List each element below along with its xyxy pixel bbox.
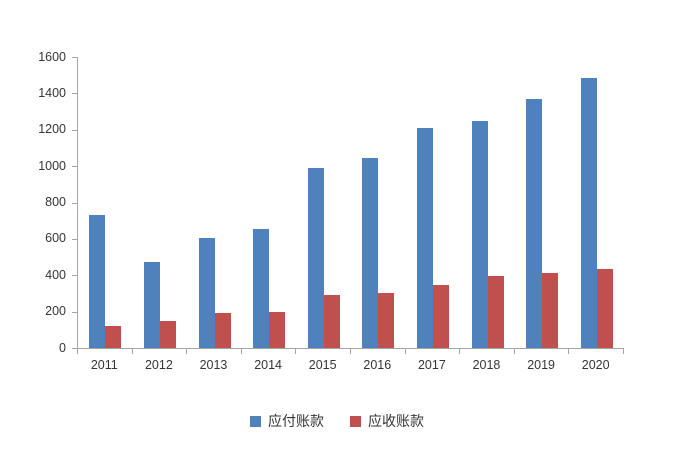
bar-应收账款-2017 bbox=[432, 285, 449, 348]
bar-应付账款-2013 bbox=[198, 237, 215, 348]
legend-swatch-blue-icon bbox=[250, 415, 261, 427]
bar-应收账款-2015 bbox=[323, 295, 340, 348]
y-axis-tick bbox=[72, 93, 77, 95]
plot-area bbox=[77, 57, 624, 349]
y-axis-tick-label: 1000 bbox=[38, 158, 66, 173]
legend-label-receivable: 应收账款 bbox=[368, 413, 424, 429]
bar-应付账款-2018 bbox=[471, 120, 488, 348]
y-axis-tick-label: 0 bbox=[59, 340, 66, 355]
y-axis-tick-label: 400 bbox=[45, 267, 66, 282]
x-axis-tick bbox=[240, 349, 242, 354]
y-axis-tick-label: 1400 bbox=[38, 85, 66, 100]
bar-应付账款-2016 bbox=[362, 157, 379, 348]
y-axis-tick bbox=[72, 129, 77, 131]
y-axis-tick bbox=[72, 238, 77, 240]
x-axis-tick bbox=[404, 349, 406, 354]
x-axis-tick bbox=[295, 349, 297, 354]
legend-item-receivable: 应收账款 bbox=[350, 411, 424, 431]
x-axis-tick bbox=[623, 349, 624, 354]
bar-应收账款-2014 bbox=[269, 311, 286, 348]
x-axis-label-2015: 2015 bbox=[308, 358, 337, 372]
bar-应付账款-2015 bbox=[307, 167, 324, 348]
legend: 应付账款 应收账款 bbox=[0, 411, 674, 431]
y-axis-tick-label: 1600 bbox=[38, 49, 66, 64]
bar-应付账款-2012 bbox=[143, 261, 160, 348]
bar-应收账款-2013 bbox=[214, 313, 231, 348]
x-axis-label-2020: 2020 bbox=[581, 358, 610, 372]
bar-应付账款-2020 bbox=[580, 77, 597, 348]
y-axis-tick-label: 200 bbox=[45, 304, 66, 319]
x-axis-tick bbox=[131, 349, 133, 354]
x-axis-label-2011: 2011 bbox=[90, 358, 118, 372]
y-axis-tick-label: 1200 bbox=[38, 122, 66, 137]
bar-应付账款-2011 bbox=[89, 215, 106, 348]
x-axis-label-2016: 2016 bbox=[363, 358, 392, 372]
x-axis-tick bbox=[568, 349, 570, 354]
y-axis-tick bbox=[72, 57, 77, 58]
bar-应收账款-2018 bbox=[487, 276, 504, 348]
x-axis-label-2013: 2013 bbox=[199, 358, 228, 372]
bar-应收账款-2020 bbox=[596, 268, 613, 348]
legend-label-payable: 应付账款 bbox=[268, 413, 324, 429]
bar-应收账款-2019 bbox=[542, 273, 559, 348]
legend-item-payable: 应付账款 bbox=[250, 411, 324, 431]
bar-应收账款-2011 bbox=[105, 326, 122, 348]
y-axis-tick bbox=[72, 311, 77, 313]
x-axis-label-2012: 2012 bbox=[144, 358, 173, 372]
x-axis-tick bbox=[459, 349, 461, 354]
x-axis-tick bbox=[513, 349, 515, 354]
x-axis-label-2019: 2019 bbox=[527, 358, 555, 372]
x-axis-tick bbox=[77, 349, 78, 354]
x-axis-label-2017: 2017 bbox=[417, 358, 446, 372]
y-axis-tick-label: 600 bbox=[45, 231, 66, 246]
x-axis-label-2014: 2014 bbox=[254, 358, 282, 372]
x-axis-label-2018: 2018 bbox=[472, 358, 501, 372]
y-axis-tick bbox=[72, 348, 77, 349]
x-axis-tick bbox=[350, 349, 351, 354]
bar-应付账款-2014 bbox=[253, 228, 270, 348]
y-axis-tick bbox=[72, 275, 77, 277]
y-axis-tick bbox=[72, 202, 77, 204]
bar-应收账款-2016 bbox=[378, 293, 395, 348]
bar-应收账款-2012 bbox=[159, 320, 176, 348]
y-axis-tick-label: 800 bbox=[45, 195, 66, 209]
x-axis-tick bbox=[186, 349, 188, 354]
bar-应付账款-2019 bbox=[526, 98, 543, 348]
y-axis-tick bbox=[72, 166, 77, 168]
bar-应付账款-2017 bbox=[416, 127, 433, 348]
legend-swatch-red-icon bbox=[350, 415, 361, 427]
